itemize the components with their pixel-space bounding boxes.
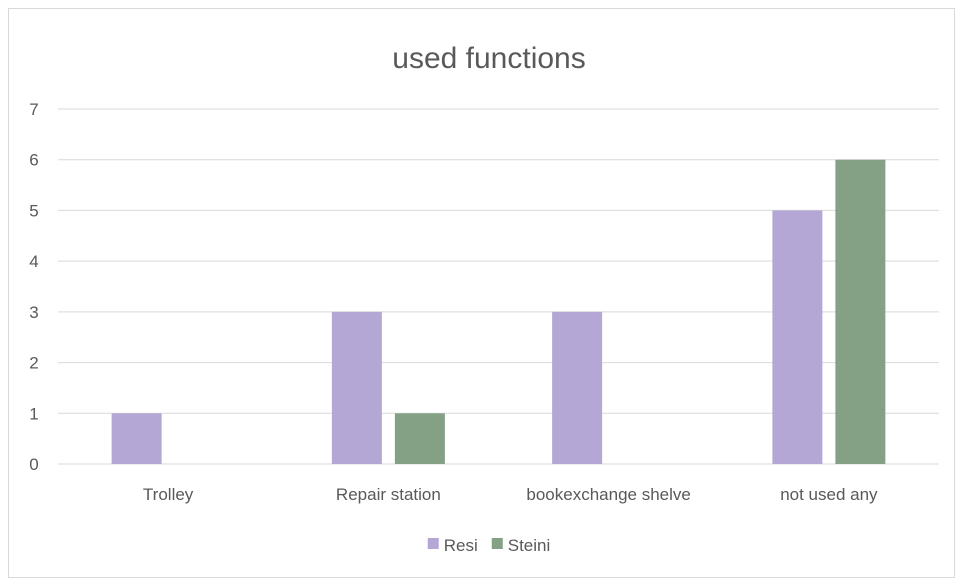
y-tick-label: 0	[29, 455, 38, 474]
x-category-label: not used any	[780, 485, 878, 504]
legend-item: Steini	[491, 536, 551, 555]
bar-resi-bookexchange-shelve	[552, 311, 603, 464]
x-category-label: bookexchange shelve	[526, 485, 690, 504]
legend: Resi Steini	[427, 536, 551, 555]
y-tick-label: 1	[29, 404, 38, 423]
y-tick-label: 5	[29, 201, 38, 220]
legend-swatch	[427, 538, 439, 549]
bar-steini-not-used-any	[835, 159, 886, 464]
x-category-label: Repair station	[336, 485, 441, 504]
x-category-label: Trolley	[143, 485, 194, 504]
bar-steini-repair-station	[394, 413, 445, 464]
chart-title: used functions	[392, 42, 585, 75]
legend-label: Resi	[444, 536, 478, 555]
legend-item: Resi	[427, 536, 478, 555]
bar-resi-not-used-any	[772, 210, 823, 464]
bar-resi-trolley	[111, 413, 162, 464]
y-tick-label: 3	[29, 303, 38, 322]
bar-resi-repair-station	[331, 311, 382, 464]
bars	[111, 159, 886, 464]
y-tick-label: 7	[29, 100, 38, 119]
legend-label: Steini	[508, 536, 551, 555]
y-tick-label: 6	[29, 151, 38, 170]
legend-swatch	[491, 538, 503, 549]
y-axis-ticks: 0 1 2 3 4 5 6 7	[29, 100, 38, 474]
y-tick-label: 2	[29, 354, 38, 373]
y-tick-label: 4	[29, 252, 38, 271]
x-axis-categories: Trolley Repair station bookexchange shelve…	[143, 485, 878, 504]
